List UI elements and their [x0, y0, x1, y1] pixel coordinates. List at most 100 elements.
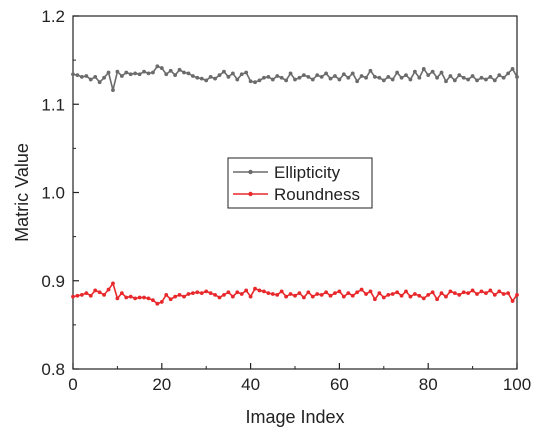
data-point [346, 75, 351, 80]
data-point [430, 290, 435, 295]
data-point [279, 289, 284, 294]
data-point [377, 291, 382, 296]
data-point [164, 292, 169, 297]
data-point [168, 68, 173, 73]
data-point [475, 78, 479, 83]
x-tick-label: 40 [241, 375, 260, 394]
data-point [244, 70, 249, 75]
ticks-layer: 0 20 40 60 80 100 0.8 0.9 1.0 1.1 1.2 [41, 7, 531, 394]
data-point [288, 71, 293, 76]
legend-marker [248, 191, 253, 197]
data-point [355, 290, 360, 295]
data-point [213, 292, 217, 297]
legend-box [227, 157, 373, 209]
data-point [333, 291, 337, 296]
y-axis-label: Matric Value [12, 143, 32, 242]
data-point [510, 67, 515, 71]
data-point [288, 292, 293, 296]
data-point [284, 78, 289, 83]
data-point [84, 74, 89, 78]
data-point [235, 77, 240, 82]
data-point [310, 77, 315, 82]
data-point [324, 71, 328, 76]
data-point [128, 294, 133, 299]
data-point [275, 292, 280, 297]
data-point [146, 296, 151, 301]
data-point [492, 78, 497, 83]
data-point [510, 299, 515, 303]
data-point [364, 75, 368, 80]
data-point [324, 290, 328, 295]
data-point [159, 66, 164, 70]
data-point [111, 88, 115, 93]
data-point [97, 290, 102, 295]
data-point [137, 72, 142, 77]
data-point [381, 295, 386, 300]
data-point [404, 289, 408, 294]
data-point [457, 292, 462, 297]
data-point [177, 292, 182, 297]
data-point [142, 69, 146, 74]
data-point [124, 295, 129, 300]
data-point [457, 73, 462, 78]
data-point [488, 288, 493, 293]
legend: Ellipticity Roundness [227, 157, 373, 209]
data-point [301, 73, 306, 78]
data-point [501, 292, 506, 296]
data-point [368, 68, 373, 73]
data-point [479, 289, 484, 294]
data-point [497, 73, 502, 78]
data-point [279, 75, 284, 80]
data-point [484, 291, 488, 296]
data-point [297, 291, 302, 296]
x-tick-label: 0 [68, 375, 77, 394]
data-point [492, 292, 497, 297]
data-point [479, 75, 484, 80]
data-point [293, 293, 297, 298]
data-point [239, 292, 244, 296]
y-tick-label: 0.9 [41, 272, 65, 291]
data-point [439, 70, 444, 75]
data-point [133, 71, 138, 76]
data-point [262, 75, 266, 80]
data-point [257, 78, 262, 83]
data-point [124, 70, 129, 75]
data-point [310, 294, 315, 299]
data-point [275, 74, 280, 78]
data-point [399, 293, 404, 298]
data-point [377, 75, 382, 80]
data-point [506, 291, 511, 296]
series-line [72, 281, 518, 305]
data-point [328, 293, 333, 298]
data-point [270, 292, 275, 296]
data-point [395, 70, 400, 75]
data-point [195, 290, 200, 295]
data-point [106, 287, 111, 292]
data-point [417, 75, 422, 80]
data-point [270, 77, 275, 82]
data-point [399, 75, 404, 80]
data-point [71, 294, 75, 299]
data-point [208, 74, 213, 79]
data-point [390, 292, 395, 296]
data-point [222, 292, 226, 297]
data-point [337, 77, 342, 82]
data-point [515, 74, 519, 79]
x-tick-label: 80 [419, 375, 438, 394]
data-point [137, 295, 142, 300]
data-point [426, 292, 431, 297]
data-point [177, 67, 182, 72]
data-point [79, 292, 84, 297]
data-point [421, 296, 426, 301]
legend-item: Ellipticity [233, 163, 341, 182]
data-point [204, 78, 209, 83]
data-point [319, 292, 324, 297]
data-point [359, 74, 364, 78]
data-point [164, 72, 169, 77]
data-point [435, 297, 439, 302]
data-point [217, 295, 222, 300]
data-point [173, 294, 178, 299]
data-point [222, 69, 226, 74]
data-point [186, 71, 191, 76]
